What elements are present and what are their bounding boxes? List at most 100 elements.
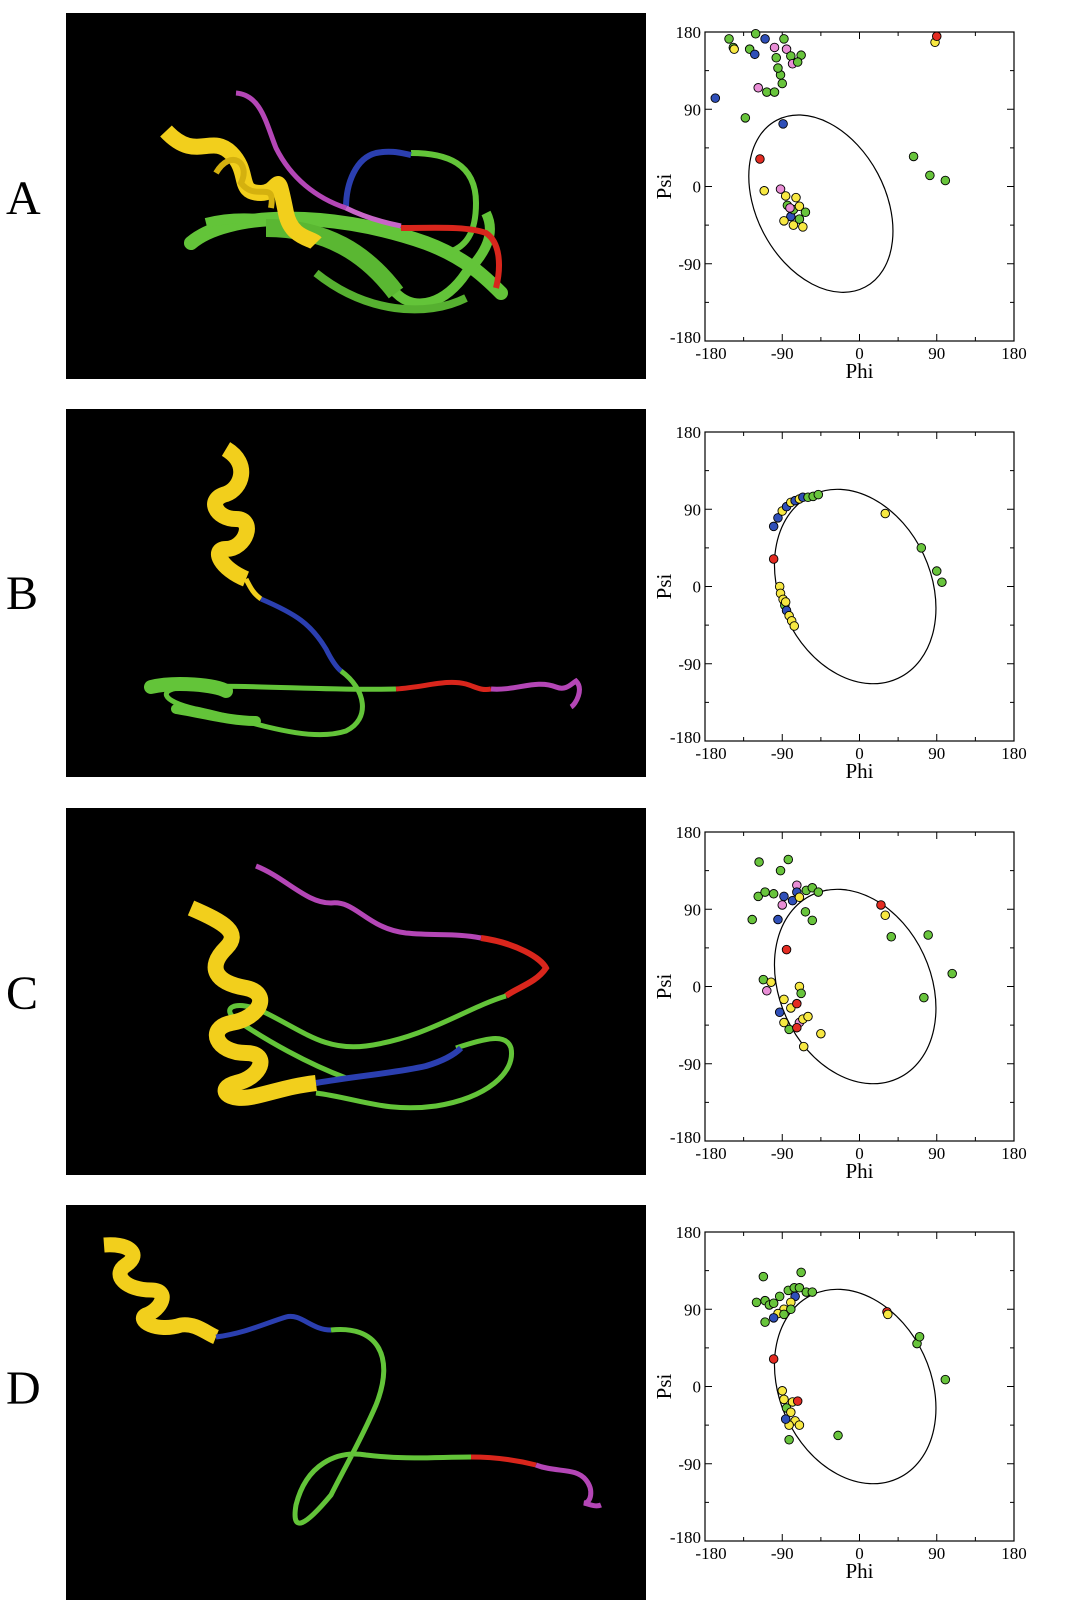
y-tick-label: -180 [670, 1528, 701, 1547]
panel-label: C [6, 967, 39, 1020]
data-point [710, 93, 721, 103]
data-point [798, 1041, 809, 1052]
data-point [807, 1287, 818, 1297]
data-point [779, 891, 789, 902]
data-point [771, 53, 781, 63]
data-point [750, 49, 760, 60]
y-tick-label: -90 [678, 655, 701, 674]
data-point [755, 154, 765, 164]
x-tick-label: 0 [855, 344, 864, 363]
data-point [777, 1386, 787, 1396]
y-axis-label: Psi [652, 573, 676, 599]
data-point [758, 1271, 769, 1282]
y-tick-label: 0 [693, 978, 702, 997]
ramachandran-plot: -180 -90 0 90 180 180 90 0 -90 -180 Phi Psi [648, 1200, 1069, 1600]
x-tick-label: 180 [1001, 344, 1027, 363]
x-axis-label: Phi [845, 359, 873, 383]
data-point [784, 1434, 794, 1445]
x-axis-label: Phi [845, 759, 873, 783]
data-point [937, 577, 947, 587]
data-point [780, 191, 791, 201]
data-point [792, 1396, 803, 1406]
data-point [766, 977, 776, 987]
panel-label: D [6, 1362, 41, 1415]
y-tick-label: 180 [676, 1223, 702, 1242]
data-point [876, 900, 886, 910]
data-point [747, 914, 757, 925]
y-tick-label: -90 [678, 255, 701, 274]
y-tick-label: -180 [670, 328, 701, 347]
data-point [779, 1394, 789, 1405]
y-tick-label: 180 [676, 823, 702, 842]
y-axis-label: Psi [652, 173, 676, 199]
data-point [773, 513, 783, 523]
data-point [940, 175, 951, 186]
y-tick-label: 90 [684, 100, 701, 119]
x-tick-label: 90 [928, 744, 945, 763]
data-point [729, 44, 739, 54]
data-point [784, 1024, 794, 1035]
x-tick-label: 180 [1001, 1144, 1027, 1163]
data-point [792, 998, 802, 1009]
y-tick-label: -180 [670, 728, 701, 747]
x-tick-label: -90 [771, 744, 794, 763]
data-point [789, 621, 800, 631]
y-tick-label: -180 [670, 1128, 701, 1147]
data-point [880, 508, 890, 519]
data-point [768, 1313, 779, 1323]
data-point [796, 1267, 806, 1278]
data-point [785, 203, 795, 213]
x-axis-label: Phi [845, 1159, 873, 1183]
data-point [800, 207, 811, 217]
data-point [794, 1283, 805, 1293]
reference-ellipse [773, 888, 937, 1085]
data-point [778, 119, 788, 129]
plot-frame [704, 1231, 1015, 1542]
data-point [792, 57, 803, 67]
data-point [760, 34, 770, 44]
data-point [769, 87, 780, 97]
data-point [786, 51, 796, 61]
data-point [794, 892, 805, 902]
data-point [788, 220, 799, 230]
y-axis-label: Psi [652, 973, 676, 999]
data-point [796, 988, 806, 999]
x-tick-label: -90 [771, 344, 794, 363]
data-point [807, 915, 818, 926]
data-point [779, 1017, 789, 1028]
data-point [794, 201, 805, 211]
data-point [779, 1309, 789, 1320]
data-point [914, 1331, 925, 1342]
ramachandran-plot: -180 -90 0 90 180 180 90 0 -90 -180 Phi Psi [648, 400, 1069, 800]
data-point [760, 887, 770, 897]
data-point [781, 44, 792, 54]
data-point [923, 930, 933, 940]
panel-label: A [6, 172, 41, 225]
y-axis-label: Psi [652, 1373, 676, 1399]
data-point [916, 543, 927, 553]
data-point [753, 891, 763, 902]
protein-structure-image [66, 409, 646, 777]
x-tick-label: -180 [695, 1144, 726, 1163]
ramachandran-plot: -180 -90 0 90 180 180 90 0 -90 -180 Phi Psi [648, 800, 1069, 1200]
x-tick-label: 0 [855, 1544, 864, 1563]
reference-ellipse [748, 114, 894, 293]
data-point [780, 597, 791, 607]
data-point [779, 216, 789, 226]
data-point [724, 34, 734, 44]
plot-frame [704, 831, 1015, 1142]
data-point [774, 1291, 785, 1302]
data-point [768, 1298, 779, 1308]
data-point [754, 857, 764, 867]
data-point [919, 992, 929, 1003]
data-point [792, 1022, 802, 1033]
ramachandran-plot: -180 -90 0 90 180 180 90 0 -90 -180 Phi Psi [648, 0, 1069, 400]
x-tick-label: 0 [855, 1144, 864, 1163]
data-point [768, 554, 779, 564]
data-point [773, 914, 783, 925]
data-point [740, 113, 751, 123]
y-tick-label: 0 [693, 178, 702, 197]
x-tick-label: -90 [771, 1144, 794, 1163]
data-point [786, 1407, 796, 1417]
data-point [947, 968, 957, 979]
